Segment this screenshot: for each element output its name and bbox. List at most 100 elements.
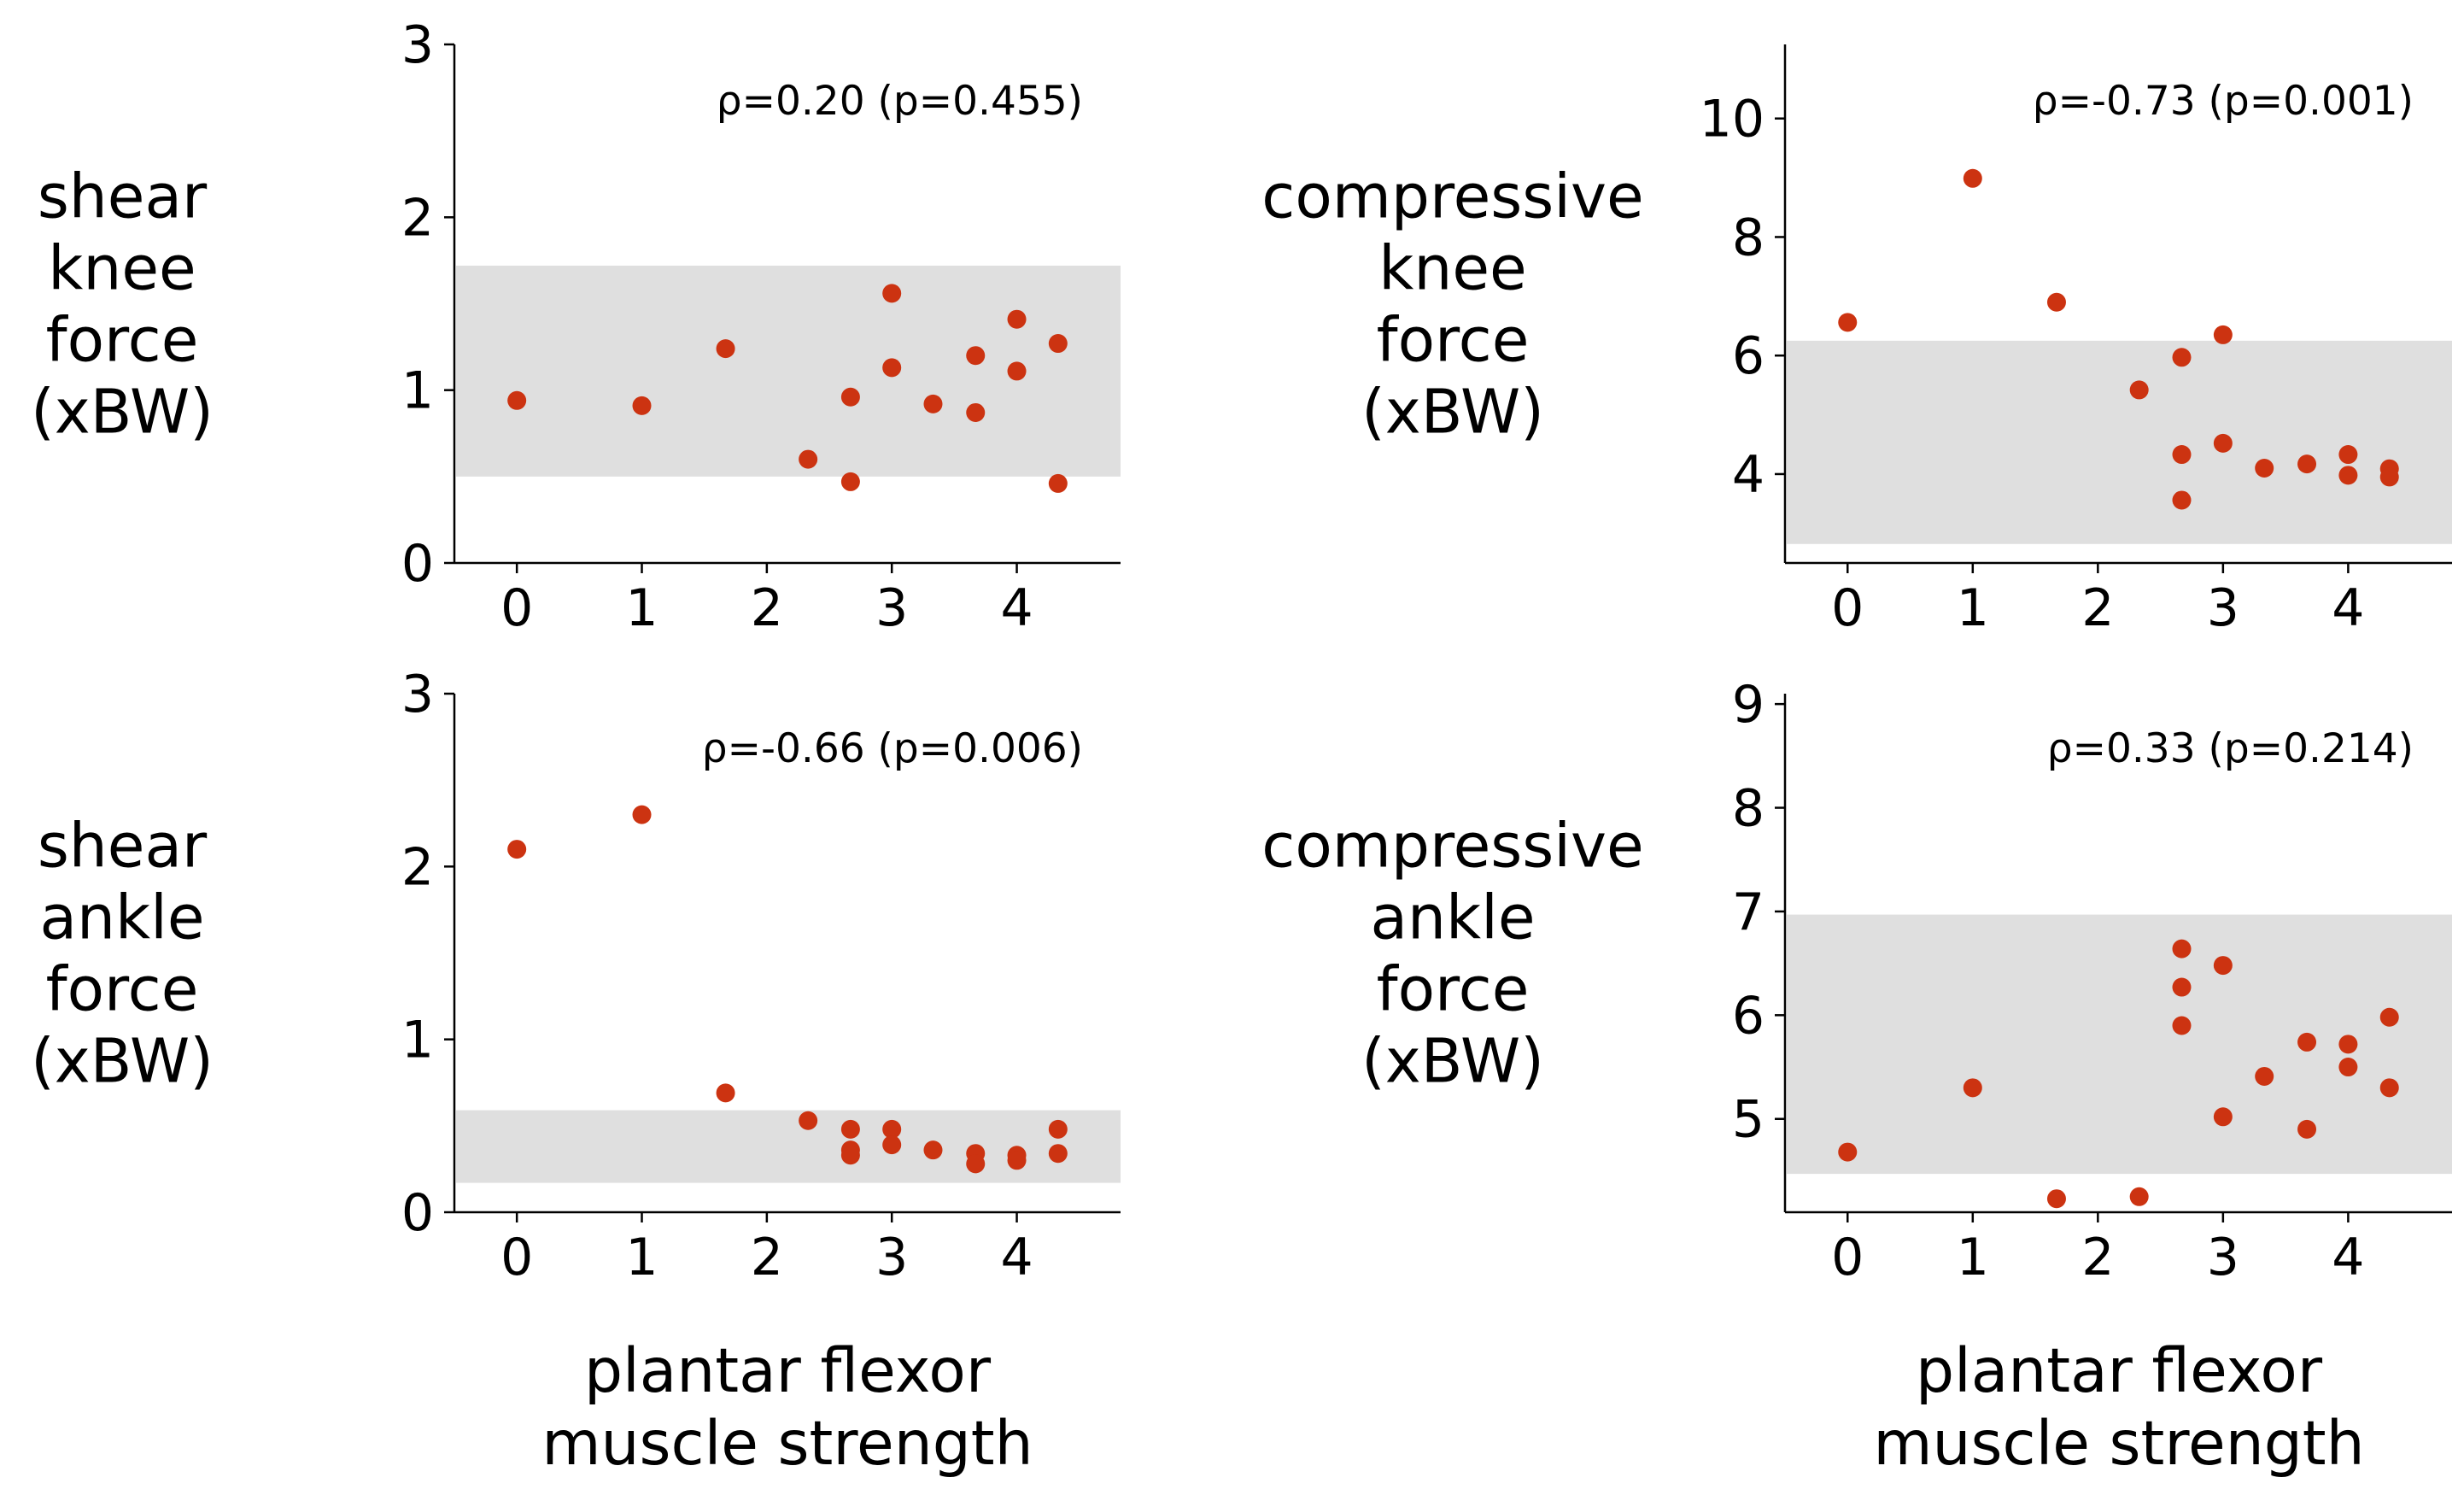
data-point — [1838, 313, 1858, 332]
y-axis-label: force — [46, 305, 199, 376]
x-tick-label: 2 — [2081, 1228, 2114, 1287]
y-tick-label: 6 — [1732, 986, 1765, 1046]
y-axis-label: (xBW) — [31, 377, 214, 448]
data-point — [2297, 454, 2317, 474]
x-tick-label: 1 — [625, 578, 658, 638]
y-tick-label: 0 — [401, 1183, 434, 1243]
data-point — [716, 339, 735, 359]
data-point — [1838, 1142, 1858, 1162]
x-tick-label: 4 — [2332, 1228, 2364, 1287]
x-tick-label: 1 — [1957, 578, 1989, 638]
x-tick-label: 3 — [2207, 578, 2239, 638]
data-point — [1963, 1078, 1982, 1098]
data-point — [2338, 1058, 2358, 1077]
y-axis-label: (xBW) — [1361, 377, 1544, 448]
data-point — [2129, 1187, 2149, 1206]
data-point — [2338, 445, 2358, 465]
data-point — [2379, 467, 2399, 487]
x-tick-label: 1 — [625, 1228, 658, 1287]
data-point — [923, 394, 943, 413]
y-tick-label: 2 — [401, 188, 434, 248]
data-point — [2172, 977, 2192, 997]
y-tick-label: 1 — [401, 361, 434, 421]
data-point — [840, 387, 860, 407]
data-point — [1048, 1144, 1068, 1164]
data-point — [2338, 1035, 2358, 1054]
panel-2: 0 1 2 3 4 4 6 8 10 ρ=-0.73 (p=0.001) compressivekn… — [1261, 44, 2452, 638]
y-tick-label: 1 — [401, 1011, 434, 1070]
x-tick-label: 4 — [2332, 578, 2364, 638]
y-tick-label: 8 — [1732, 208, 1765, 267]
correlation-annotation: ρ=-0.66 (p=0.006) — [702, 725, 1083, 772]
x-tick-label: 2 — [2081, 578, 2114, 638]
x-tick-label: 4 — [1000, 578, 1033, 638]
y-axis-label: compressive — [1261, 161, 1643, 232]
data-point — [2172, 445, 2192, 465]
reference-band — [456, 1110, 1121, 1183]
data-point — [2379, 1007, 2399, 1027]
y-tick-label: 3 — [401, 665, 434, 724]
correlation-annotation: ρ=-0.73 (p=0.001) — [2033, 78, 2414, 125]
x-axis-label: plantar flexor — [584, 1335, 992, 1406]
y-axis-label: ankle — [39, 882, 204, 953]
x-tick-label: 2 — [751, 1228, 783, 1287]
panel-3: 0 1 2 3 4 0 1 2 3 ρ=-0.66 (p=0.006) shearankleforc… — [31, 665, 1121, 1479]
correlation-annotation: ρ=0.33 (p=0.214) — [2047, 725, 2414, 772]
data-point — [1048, 473, 1068, 493]
x-tick-label: 3 — [875, 578, 908, 638]
data-point — [2172, 939, 2192, 959]
data-point — [840, 1146, 860, 1165]
x-tick-label: 1 — [1957, 1228, 1989, 1287]
data-point — [2046, 292, 2066, 312]
data-point — [966, 1154, 986, 1174]
y-tick-label: 8 — [1732, 779, 1765, 839]
y-axis-label: (xBW) — [1361, 1026, 1544, 1097]
x-tick-label: 3 — [875, 1228, 908, 1287]
x-tick-label: 4 — [1000, 1228, 1033, 1287]
data-point — [882, 284, 902, 303]
data-point — [2213, 956, 2233, 976]
data-point — [2172, 490, 2192, 510]
data-point — [632, 805, 652, 824]
y-tick-label: 9 — [1732, 675, 1765, 735]
x-tick-label: 0 — [500, 578, 533, 638]
data-point — [1048, 334, 1068, 354]
data-point — [2255, 459, 2274, 478]
y-axis-label: (xBW) — [31, 1026, 214, 1097]
correlation-annotation: ρ=0.20 (p=0.455) — [717, 78, 1083, 125]
data-point — [2255, 1066, 2274, 1086]
x-axis-label: muscle strength — [541, 1408, 1033, 1479]
panel-4: 0 1 2 3 4 5 6 7 8 9 ρ=0.33 (p=0.214) compressiveank… — [1261, 675, 2452, 1479]
x-tick-label: 0 — [1831, 578, 1864, 638]
y-axis-label: knee — [1378, 233, 1526, 304]
y-axis-label: compressive — [1261, 811, 1643, 882]
data-point — [799, 1111, 818, 1130]
data-point — [2172, 348, 2192, 367]
y-tick-label: 7 — [1732, 882, 1765, 942]
x-axis-label: muscle strength — [1873, 1408, 2364, 1479]
data-point — [507, 840, 527, 859]
data-point — [2297, 1032, 2317, 1052]
data-point — [2213, 1107, 2233, 1127]
x-tick-label: 0 — [500, 1228, 533, 1287]
y-tick-label: 4 — [1732, 445, 1765, 505]
data-point — [2172, 1016, 2192, 1035]
data-point — [2297, 1119, 2317, 1139]
data-point — [2046, 1189, 2066, 1209]
data-point — [966, 346, 986, 366]
data-point — [2129, 380, 2149, 400]
y-axis-label: shear — [38, 161, 208, 232]
data-point — [2213, 433, 2233, 453]
y-axis-label: shear — [38, 811, 208, 882]
y-tick-label: 5 — [1732, 1090, 1765, 1150]
data-point — [632, 396, 652, 415]
y-axis-label: force — [1377, 954, 1530, 1025]
data-point — [840, 1119, 860, 1139]
y-axis-label: knee — [48, 233, 196, 304]
y-tick-label: 6 — [1732, 326, 1765, 386]
data-point — [882, 358, 902, 378]
data-point — [1007, 309, 1027, 329]
data-point — [882, 1119, 902, 1139]
x-tick-label: 3 — [2207, 1228, 2239, 1287]
